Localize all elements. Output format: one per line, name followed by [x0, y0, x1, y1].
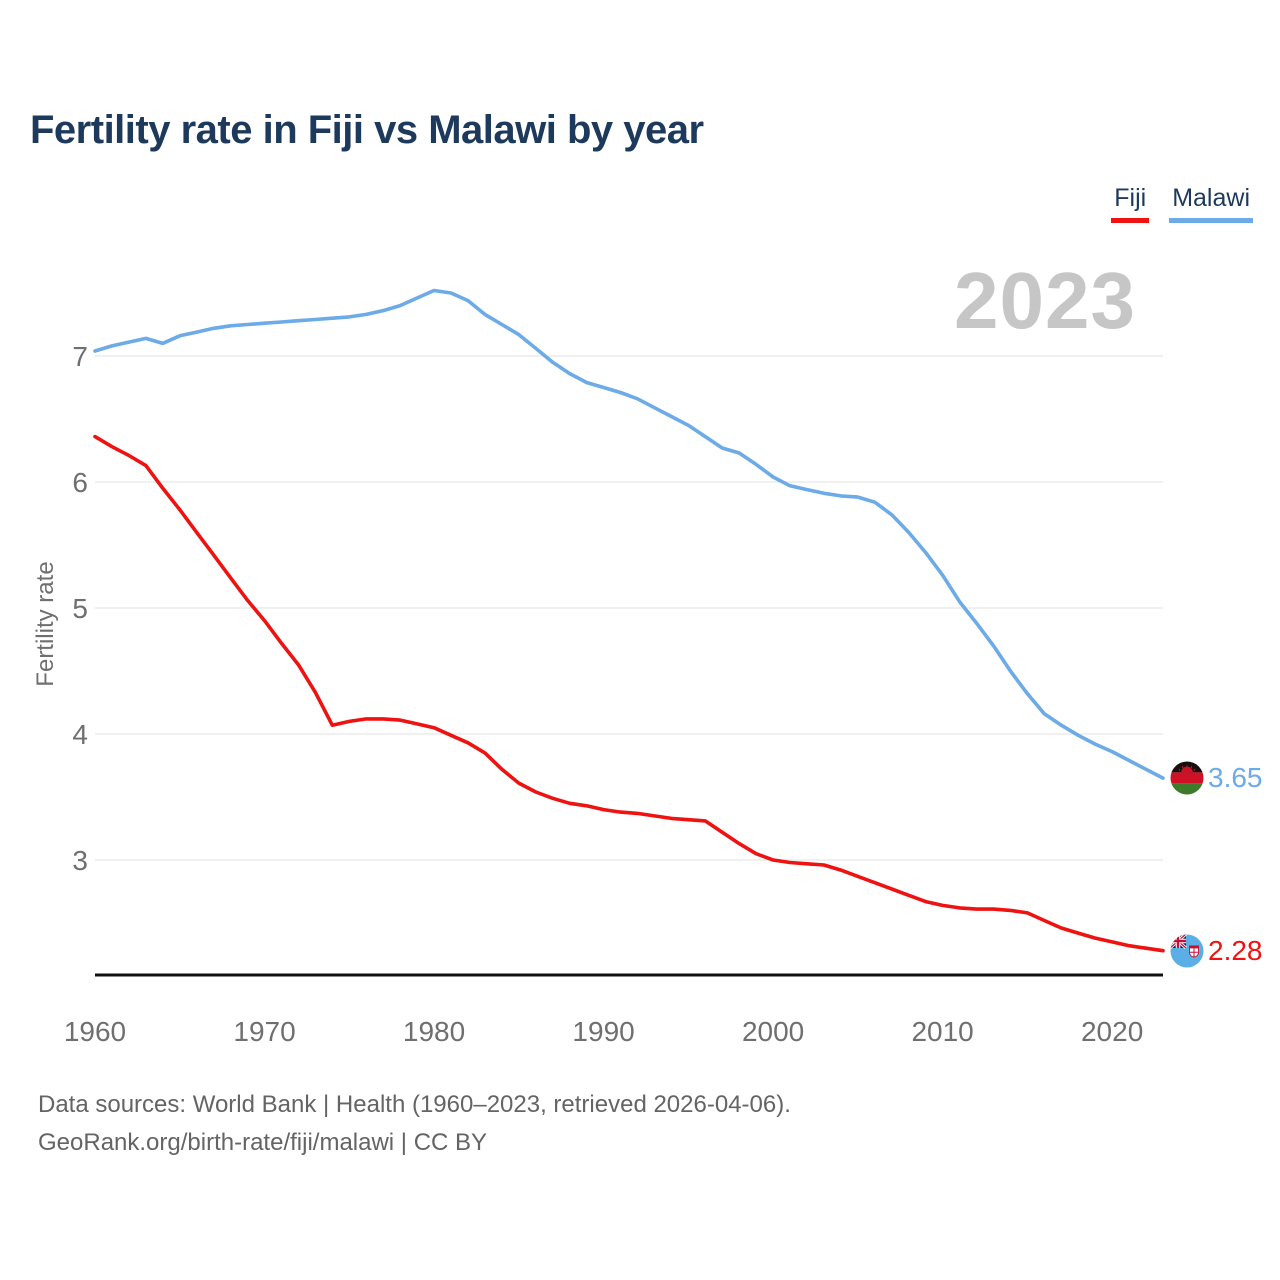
footer: Data sources: World Bank | Health (1960–… [38, 1086, 791, 1162]
legend-item-malawi[interactable]: Malawi [1169, 184, 1253, 223]
svg-text:3: 3 [72, 845, 88, 876]
svg-text:1980: 1980 [403, 1016, 465, 1047]
footer-source-line: Data sources: World Bank | Health (1960–… [38, 1091, 791, 1118]
watermark-year: 2023 [954, 256, 1136, 345]
svg-text:1960: 1960 [64, 1016, 126, 1047]
svg-text:1970: 1970 [233, 1016, 295, 1047]
svg-text:2000: 2000 [742, 1016, 804, 1047]
svg-text:4: 4 [72, 719, 88, 750]
svg-text:1990: 1990 [572, 1016, 634, 1047]
fiji-flag-icon [1170, 934, 1204, 968]
svg-text:2020: 2020 [1081, 1016, 1143, 1047]
svg-text:7: 7 [72, 341, 88, 372]
footer-attribution-line: GeoRank.org/birth-rate/fiji/malawi | CC … [38, 1129, 488, 1156]
svg-text:5: 5 [72, 593, 88, 624]
fiji-end-value: 2.28 [1208, 934, 1263, 966]
legend: Fiji Malawi [1111, 184, 1253, 223]
malawi-end-value: 3.65 [1208, 762, 1263, 794]
svg-text:2010: 2010 [911, 1016, 973, 1047]
malawi-flag-icon [1170, 761, 1204, 795]
legend-item-fiji[interactable]: Fiji [1111, 184, 1150, 223]
page-title: Fertility rate in Fiji vs Malawi by year [30, 108, 704, 152]
svg-text:6: 6 [72, 467, 88, 498]
